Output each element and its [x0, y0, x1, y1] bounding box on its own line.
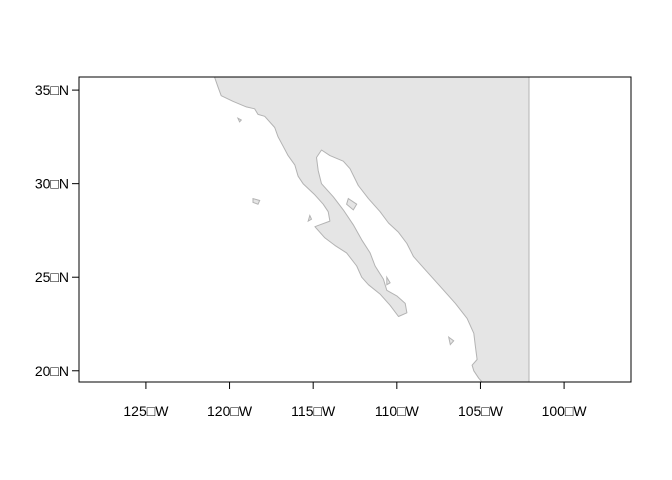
islands-group [236, 117, 455, 346]
x-axis: 125□W 120□W 115□W 110□W 105□W 100□W [123, 382, 587, 419]
island-1 [252, 197, 261, 205]
x-tick-label: 115□W [291, 403, 336, 419]
y-axis: 35□N 30□N 25□N 20□N [35, 82, 79, 379]
y-tick-label: 20□N [35, 363, 69, 379]
mainland-landmass [214, 77, 530, 382]
island-3 [307, 214, 313, 223]
x-tick-label: 120□W [207, 403, 253, 419]
island-4 [236, 117, 243, 123]
island-6 [447, 335, 455, 346]
x-tick-label: 100□W [542, 403, 588, 419]
x-tick-label: 105□W [458, 403, 504, 419]
island-2 [346, 197, 358, 211]
island-5 [386, 275, 391, 286]
x-tick-label: 125□W [123, 403, 169, 419]
y-tick-label: 30□N [35, 176, 69, 192]
x-tick-label: 110□W [375, 403, 420, 419]
map-panel [214, 77, 530, 382]
map-frame [78, 76, 632, 383]
y-tick-label: 25□N [35, 269, 69, 285]
y-tick-label: 35□N [35, 82, 69, 98]
